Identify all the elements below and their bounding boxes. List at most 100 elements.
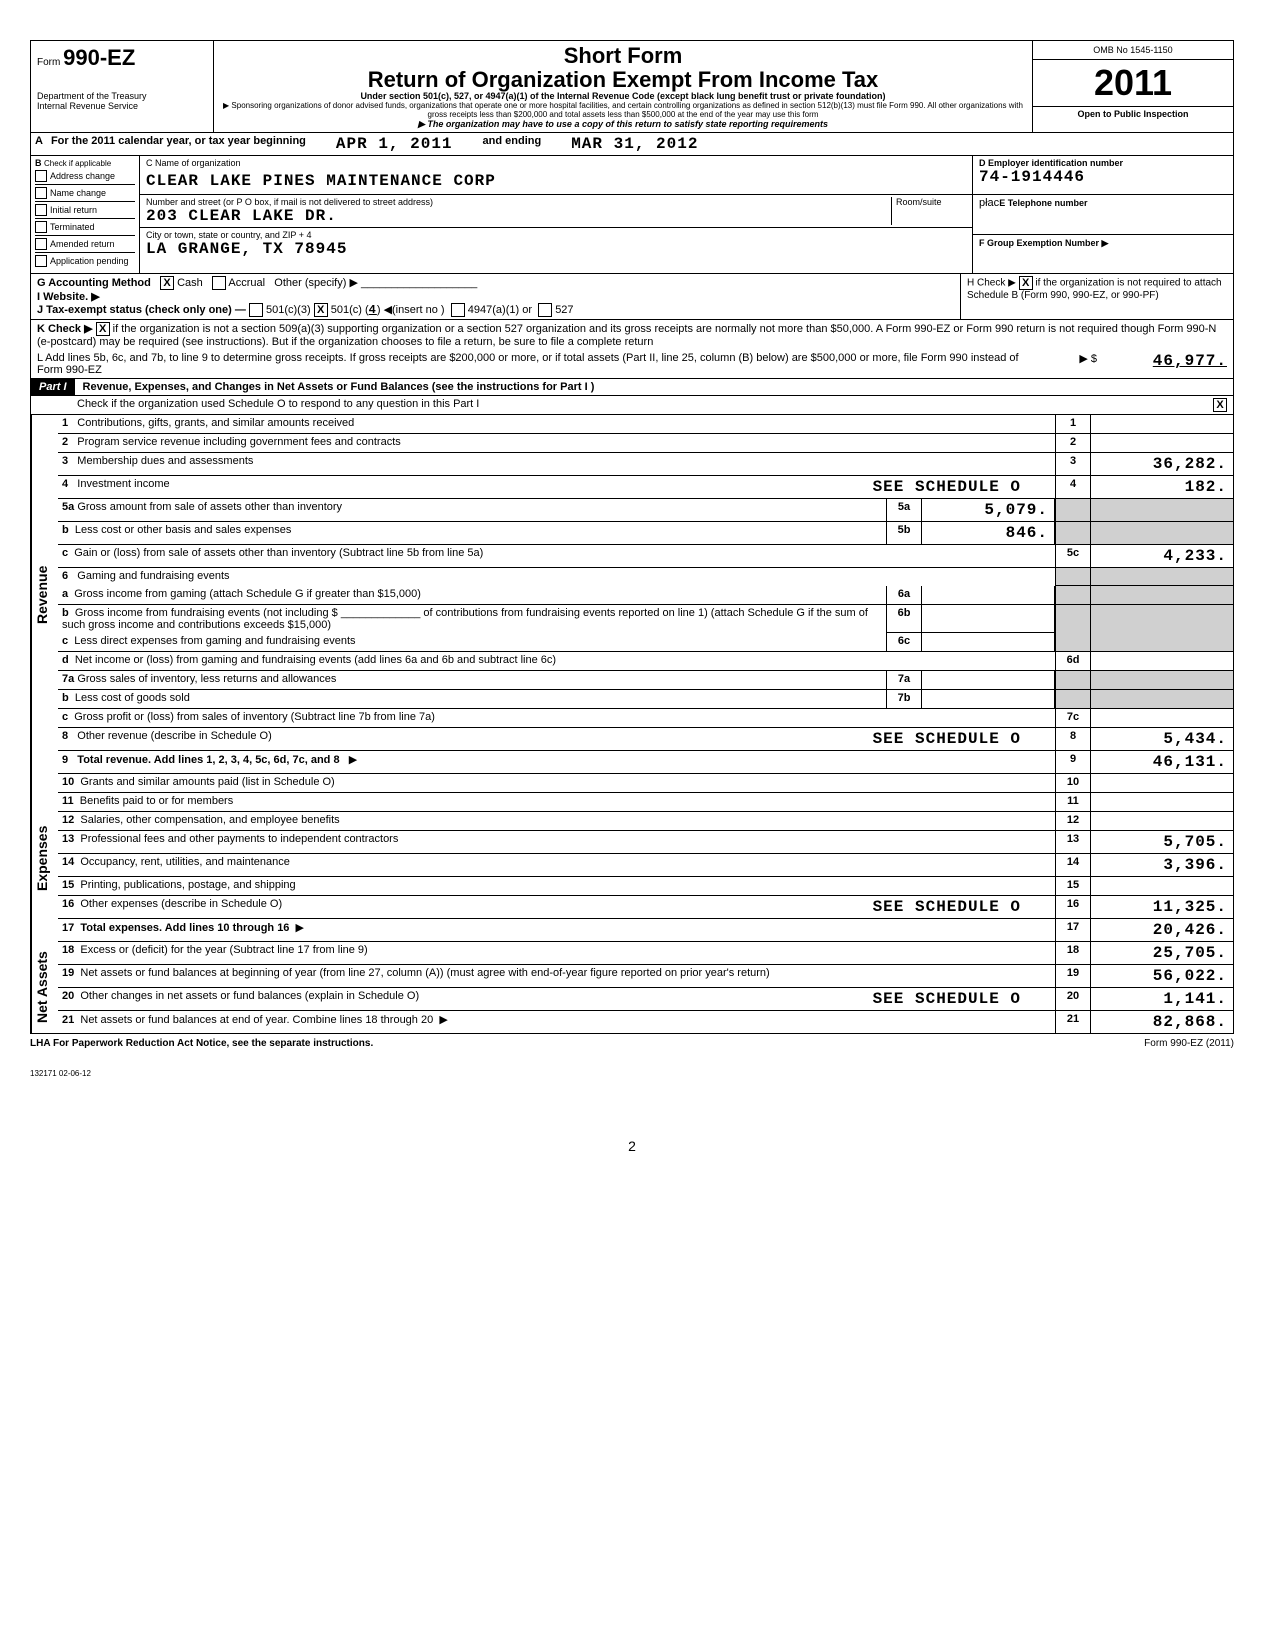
l6: Gaming and fundraising events bbox=[77, 570, 229, 582]
street-label: Number and street (or P O box, if mail i… bbox=[146, 197, 891, 207]
l20-amt: 1,141. bbox=[1091, 988, 1233, 1010]
expenses-side-label: Expenses bbox=[31, 774, 58, 942]
ein: 74-1914446 bbox=[979, 168, 1085, 186]
l6a: Gross income from gaming (attach Schedul… bbox=[74, 588, 421, 600]
l5a: Gross amount from sale of assets other t… bbox=[77, 501, 342, 513]
line-k: K Check ▶ X if the organization is not a… bbox=[31, 320, 1233, 350]
initial-return-checkbox[interactable] bbox=[35, 204, 47, 216]
tax-begin: APR 1, 2011 bbox=[336, 135, 453, 153]
l19: Net assets or fund balances at beginning… bbox=[80, 967, 769, 979]
org-block: B Check if applicable Address change Nam… bbox=[31, 156, 1233, 274]
city-label: City or town, state or country, and ZIP … bbox=[146, 230, 312, 240]
501c3-checkbox[interactable] bbox=[249, 303, 263, 317]
l16-amt: 11,325. bbox=[1091, 896, 1233, 918]
l17: Total expenses. Add lines 10 through 16 bbox=[80, 922, 289, 934]
501c-checkbox[interactable]: X bbox=[314, 303, 328, 317]
form-ref: Form 990-EZ (2011) bbox=[1144, 1038, 1234, 1049]
part1-row: Part I Revenue, Expenses, and Changes in… bbox=[31, 379, 1233, 396]
l2: Program service revenue including govern… bbox=[77, 436, 400, 448]
l11: Benefits paid to or for members bbox=[80, 795, 233, 807]
l9: Total revenue. Add lines 1, 2, 3, 4, 5c,… bbox=[77, 754, 339, 766]
l21-amt: 82,868. bbox=[1091, 1011, 1233, 1033]
form-number: 990-EZ bbox=[63, 45, 135, 70]
city-state-zip: LA GRANGE, TX 78945 bbox=[146, 240, 347, 258]
open-public: Open to Public Inspection bbox=[1033, 107, 1233, 121]
expenses-section: Expenses 10 Grants and similar amounts p… bbox=[31, 774, 1233, 942]
irs-label: Internal Revenue Service bbox=[37, 101, 207, 111]
h-prefix: H Check ▶ bbox=[967, 278, 1016, 289]
l-amount: 46,977. bbox=[1097, 352, 1227, 376]
e-label: E Telephone number bbox=[999, 198, 1087, 208]
k-checkbox[interactable]: X bbox=[96, 322, 110, 336]
line-g-h: G Accounting Method X Cash Accrual Other… bbox=[31, 274, 1233, 320]
c-label: C Name of organization bbox=[146, 158, 241, 168]
line-a-prefix: For the 2011 calendar year, or tax year … bbox=[51, 135, 306, 153]
line-i: I Website. ▶ bbox=[37, 291, 100, 303]
name-change-checkbox[interactable] bbox=[35, 187, 47, 199]
small-codes: 132171 02-06-12 bbox=[30, 1069, 1234, 1078]
org-name: CLEAR LAKE PINES MAINTENANCE CORP bbox=[146, 172, 496, 190]
l6c: Less direct expenses from gaming and fun… bbox=[74, 635, 355, 647]
part1-check-label: Check if the organization used Schedule … bbox=[37, 398, 1213, 412]
l5a-amt: 5,079. bbox=[922, 499, 1055, 521]
l2-amt bbox=[1091, 434, 1233, 452]
accrual-checkbox[interactable] bbox=[212, 276, 226, 290]
527-label: 527 bbox=[555, 304, 573, 316]
part1-title: Revenue, Expenses, and Changes in Net As… bbox=[83, 381, 1233, 393]
name-change-label: Name change bbox=[50, 188, 106, 198]
address-change-label: Address change bbox=[50, 171, 115, 181]
cash-checkbox[interactable]: X bbox=[160, 276, 174, 290]
line-j-label: J Tax-exempt status (check only one) — bbox=[37, 304, 246, 316]
lha-notice: LHA For Paperwork Reduction Act Notice, … bbox=[30, 1038, 373, 1049]
terminated-label: Terminated bbox=[50, 222, 95, 232]
form-prefix: Form bbox=[37, 57, 60, 68]
l19-amt: 56,022. bbox=[1091, 965, 1233, 987]
g-label: G Accounting Method bbox=[37, 277, 151, 289]
l8-amt: 5,434. bbox=[1091, 728, 1233, 750]
l5c-amt: 4,233. bbox=[1091, 545, 1233, 567]
room-label: Room/suite bbox=[891, 197, 966, 225]
k-prefix: K Check ▶ bbox=[37, 323, 93, 335]
amended-checkbox[interactable] bbox=[35, 238, 47, 250]
l13-amt: 5,705. bbox=[1091, 831, 1233, 853]
sponsor-text: ▶ Sponsoring organizations of donor advi… bbox=[218, 101, 1028, 119]
pending-checkbox[interactable] bbox=[35, 255, 47, 267]
netassets-section: Net Assets 18 Excess or (deficit) for th… bbox=[31, 942, 1233, 1033]
header-center: Short Form Return of Organization Exempt… bbox=[214, 41, 1033, 132]
501c-after: ) ◀(insert no ) bbox=[377, 304, 445, 316]
short-form-label: Short Form bbox=[218, 43, 1028, 69]
form-header: Form 990-EZ Department of the Treasury I… bbox=[31, 41, 1233, 133]
501c-label: 501(c) ( bbox=[331, 304, 369, 316]
h-checkbox[interactable]: X bbox=[1019, 276, 1033, 290]
l4: Investment income bbox=[77, 478, 169, 490]
l9-amt: 46,131. bbox=[1091, 751, 1233, 773]
address-change-checkbox[interactable] bbox=[35, 170, 47, 182]
527-checkbox[interactable] bbox=[538, 303, 552, 317]
initial-return-label: Initial return bbox=[50, 205, 97, 215]
f-label: F Group Exemption Number ▶ bbox=[979, 238, 1108, 248]
check-if-label: Check if applicable bbox=[44, 159, 111, 168]
line-h: H Check ▶ X if the organization is not r… bbox=[960, 274, 1233, 319]
omb-number: OMB No 1545-1150 bbox=[1033, 41, 1233, 60]
part1-check-x[interactable]: X bbox=[1213, 398, 1227, 412]
l17-amt: 20,426. bbox=[1091, 919, 1233, 941]
line-a: A For the 2011 calendar year, or tax yea… bbox=[31, 133, 1233, 156]
4947-checkbox[interactable] bbox=[451, 303, 465, 317]
org-center: C Name of organization CLEAR LAKE PINES … bbox=[140, 156, 972, 273]
l14-amt: 3,396. bbox=[1091, 854, 1233, 876]
l15: Printing, publications, postage, and shi… bbox=[80, 879, 295, 891]
part1-check-row: Check if the organization used Schedule … bbox=[31, 396, 1233, 415]
under-section: Under section 501(c), 527, or 4947(a)(1)… bbox=[218, 91, 1028, 101]
l6d: Net income or (loss) from gaming and fun… bbox=[75, 654, 556, 666]
l1: Contributions, gifts, grants, and simila… bbox=[77, 417, 354, 429]
l7a: Gross sales of inventory, less returns a… bbox=[77, 673, 336, 685]
cash-label: Cash bbox=[177, 277, 203, 289]
part1-badge: Part I bbox=[31, 379, 75, 395]
terminated-checkbox[interactable] bbox=[35, 221, 47, 233]
l6a-amt bbox=[922, 586, 1055, 604]
l12: Salaries, other compensation, and employ… bbox=[80, 814, 339, 826]
tax-end: MAR 31, 2012 bbox=[571, 135, 698, 153]
l1-amt bbox=[1091, 415, 1233, 433]
l5c: Gain or (loss) from sale of assets other… bbox=[74, 547, 483, 559]
d-label: D Employer identification number bbox=[979, 158, 1227, 168]
